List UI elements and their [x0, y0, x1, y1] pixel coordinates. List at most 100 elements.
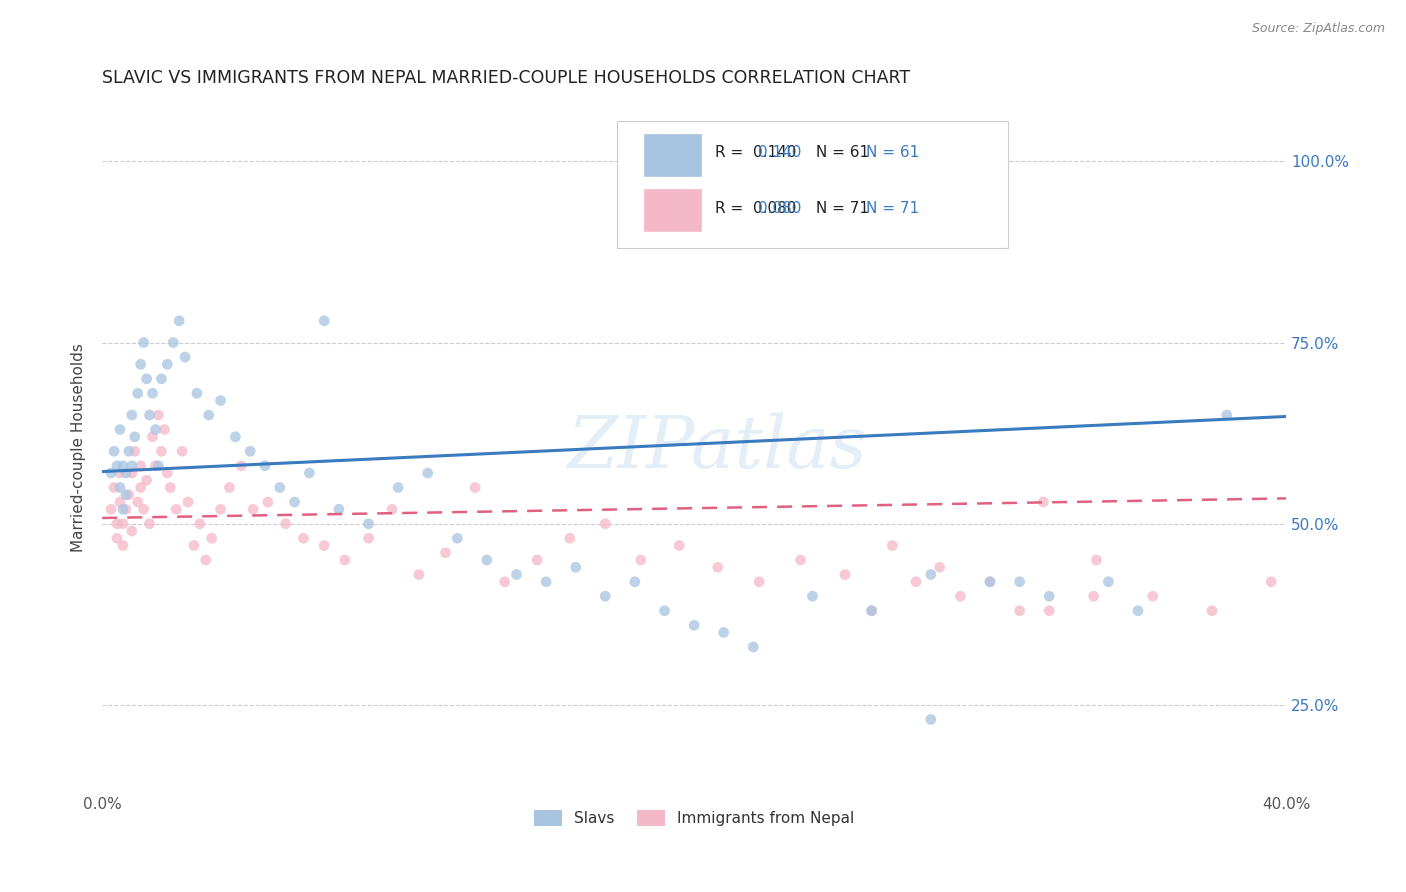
Text: ZIPatlas: ZIPatlas: [568, 412, 868, 483]
Point: [105, 458, 128, 473]
Point: [100, 466, 122, 480]
Point: [194, 553, 217, 567]
Point: [1038, 589, 1060, 603]
Point: [314, 314, 336, 328]
Point: [683, 618, 706, 632]
Point: [127, 495, 149, 509]
Point: [174, 350, 197, 364]
Point: [920, 567, 942, 582]
Point: [111, 502, 134, 516]
Point: [920, 713, 942, 727]
Point: [153, 423, 176, 437]
Point: [124, 430, 146, 444]
Point: [595, 516, 617, 531]
Point: [201, 531, 224, 545]
Point: [1216, 408, 1239, 422]
Point: [129, 357, 152, 371]
Point: [197, 408, 219, 422]
Point: [1038, 604, 1060, 618]
Point: [105, 531, 128, 545]
Point: [558, 531, 581, 545]
Text: 0.140: 0.140: [758, 145, 801, 161]
Point: [949, 589, 972, 603]
Point: [159, 481, 181, 495]
Point: [742, 640, 765, 654]
Point: [534, 574, 557, 589]
Point: [108, 495, 131, 509]
Point: [162, 335, 184, 350]
Point: [115, 488, 138, 502]
Point: [860, 604, 883, 618]
Point: [108, 466, 131, 480]
Point: [789, 553, 811, 567]
Point: [242, 502, 264, 516]
Point: [526, 553, 548, 567]
Point: [141, 386, 163, 401]
Point: [505, 567, 527, 582]
Point: [494, 574, 516, 589]
Point: [209, 393, 232, 408]
FancyBboxPatch shape: [644, 135, 702, 176]
Point: [434, 546, 457, 560]
Point: [103, 444, 125, 458]
Point: [1083, 589, 1105, 603]
Point: [274, 516, 297, 531]
Text: N = 61: N = 61: [866, 145, 920, 161]
Point: [121, 458, 143, 473]
Point: [132, 335, 155, 350]
Point: [630, 553, 652, 567]
Point: [328, 502, 350, 516]
Point: [132, 502, 155, 516]
Text: R =  0.080    N = 71: R = 0.080 N = 71: [716, 201, 869, 216]
Point: [284, 495, 307, 509]
Point: [1008, 574, 1031, 589]
Point: [108, 481, 131, 495]
Point: [129, 481, 152, 495]
Point: [183, 539, 205, 553]
Point: [979, 574, 1001, 589]
Point: [882, 539, 904, 553]
Point: [1260, 574, 1282, 589]
Point: [416, 466, 439, 480]
Point: [713, 625, 735, 640]
Point: [218, 481, 240, 495]
Point: [1142, 589, 1164, 603]
Text: 0.080: 0.080: [758, 201, 801, 216]
Point: [231, 458, 253, 473]
Point: [333, 553, 356, 567]
Point: [111, 539, 134, 553]
FancyBboxPatch shape: [617, 120, 1008, 248]
Point: [145, 423, 167, 437]
Point: [1032, 495, 1054, 509]
Point: [706, 560, 728, 574]
Point: [595, 589, 617, 603]
Point: [135, 372, 157, 386]
Point: [928, 560, 950, 574]
Point: [292, 531, 315, 545]
Text: N = 71: N = 71: [866, 201, 920, 216]
Point: [314, 539, 336, 553]
Point: [100, 502, 122, 516]
Point: [138, 516, 160, 531]
Point: [111, 458, 134, 473]
Point: [118, 444, 141, 458]
Point: [118, 488, 141, 502]
Point: [801, 589, 824, 603]
Point: [121, 524, 143, 538]
Text: Source: ZipAtlas.com: Source: ZipAtlas.com: [1251, 22, 1385, 36]
Point: [129, 458, 152, 473]
Y-axis label: Married-couple Households: Married-couple Households: [72, 343, 86, 552]
Point: [141, 430, 163, 444]
Point: [188, 516, 211, 531]
Point: [186, 386, 208, 401]
Point: [834, 567, 856, 582]
Point: [387, 481, 409, 495]
Text: SLAVIC VS IMMIGRANTS FROM NEPAL MARRIED-COUPLE HOUSEHOLDS CORRELATION CHART: SLAVIC VS IMMIGRANTS FROM NEPAL MARRIED-…: [103, 69, 910, 87]
Point: [115, 502, 138, 516]
Point: [1201, 604, 1223, 618]
Point: [111, 516, 134, 531]
Point: [150, 372, 173, 386]
Point: [103, 481, 125, 495]
Point: [239, 444, 262, 458]
Point: [1097, 574, 1119, 589]
